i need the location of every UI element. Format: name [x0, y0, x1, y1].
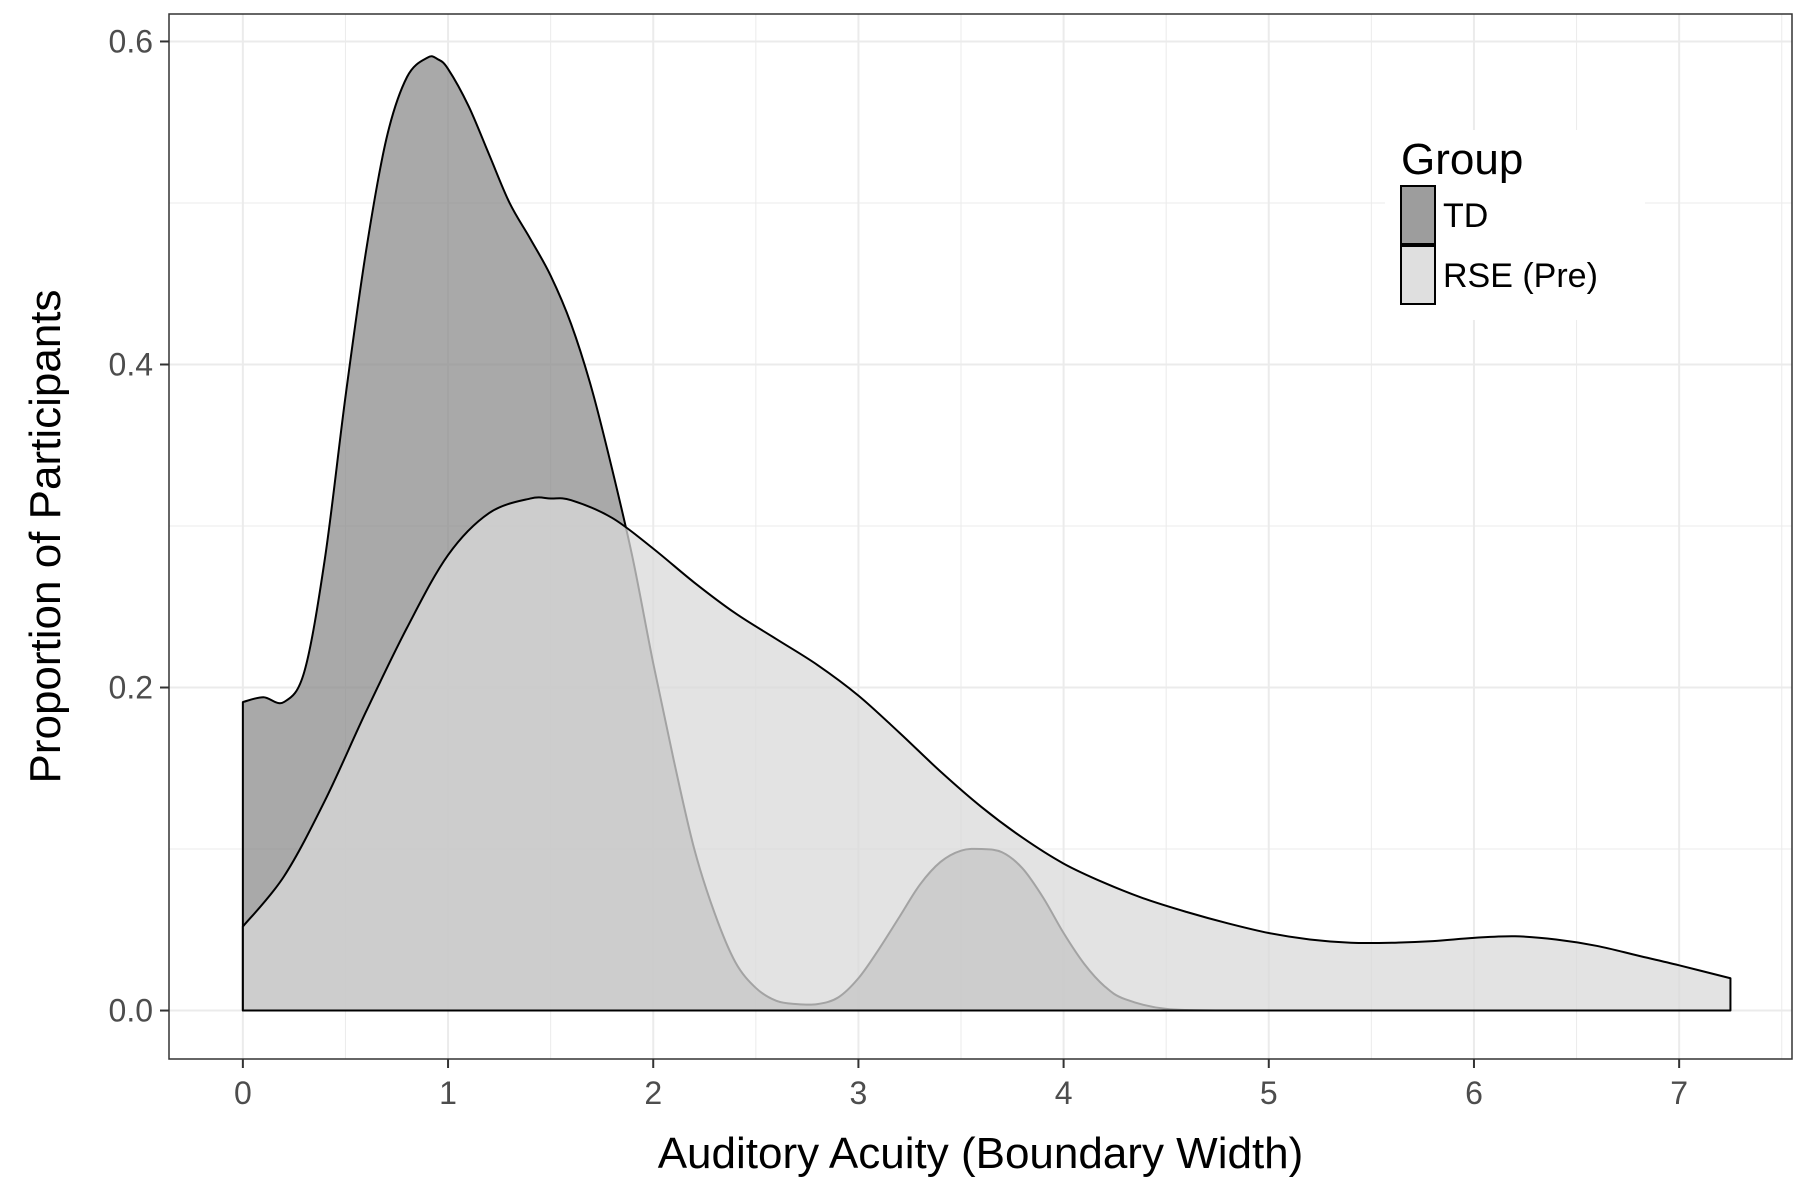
- y-tick-label: 0.2: [109, 670, 153, 706]
- legend-label-rse-pre: RSE (Pre): [1443, 257, 1598, 295]
- legend-key-td: [1400, 185, 1436, 245]
- y-tick-label: 0.0: [109, 993, 153, 1029]
- panel-border: [168, 13, 1793, 1060]
- density-area-rse-pre: [241, 496, 1732, 1012]
- x-axis-title: Auditory Acuity (Boundary Width): [658, 1129, 1304, 1178]
- legend-key-rse-pre: [1400, 245, 1436, 305]
- x-tick-label: 6: [1465, 1075, 1483, 1111]
- y-tick-label: 0.6: [109, 23, 153, 59]
- legend: Group TD RSE (Pre): [1385, 130, 1645, 320]
- legend-title: Group: [1401, 135, 1523, 184]
- x-tick-label: 0: [234, 1075, 252, 1111]
- series-layer: [241, 55, 1732, 1012]
- x-tick-label: 7: [1670, 1075, 1688, 1111]
- y-axis-title: Proportion of Participants: [21, 289, 70, 783]
- x-tick-label: 2: [644, 1075, 662, 1111]
- y-tick-label: 0.4: [109, 346, 153, 382]
- x-tick-label: 3: [850, 1075, 868, 1111]
- legend-label-td: TD: [1443, 197, 1488, 235]
- x-tick-label: 4: [1055, 1075, 1073, 1111]
- x-tick-label: 5: [1260, 1075, 1278, 1111]
- x-tick-label: 1: [439, 1075, 457, 1111]
- y-axis: 0.0 0.2 0.4 0.6: [109, 23, 169, 1029]
- x-axis: 0 1 2 3 4 5 6 7: [234, 1059, 1688, 1111]
